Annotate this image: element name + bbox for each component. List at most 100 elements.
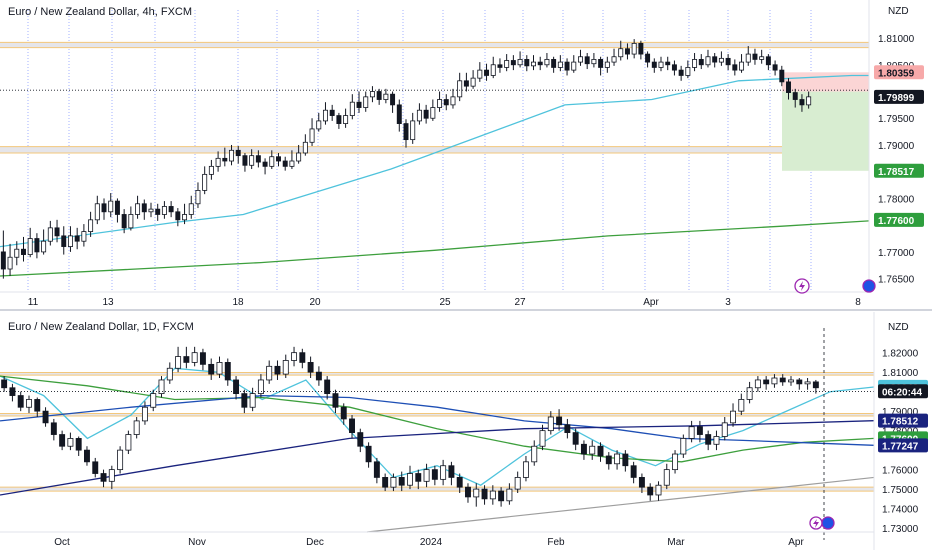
candle bbox=[101, 198, 107, 220]
candle bbox=[605, 452, 612, 470]
candle bbox=[141, 199, 147, 220]
candle bbox=[745, 46, 751, 66]
candle bbox=[556, 409, 563, 431]
candle bbox=[216, 356, 223, 379]
price-label: 1.77247 bbox=[878, 438, 928, 453]
candle bbox=[141, 401, 148, 425]
candle bbox=[440, 459, 447, 486]
zone-band[interactable] bbox=[0, 487, 874, 492]
candle bbox=[415, 469, 422, 490]
candle bbox=[158, 376, 165, 398]
candle bbox=[517, 51, 523, 68]
candle bbox=[457, 72, 463, 102]
x-tick-label: 27 bbox=[514, 297, 526, 308]
candle bbox=[14, 241, 20, 266]
pane-4h-moving-averages bbox=[0, 74, 870, 277]
candle bbox=[647, 483, 654, 501]
y-tick-label: 1.79000 bbox=[878, 141, 915, 152]
candle bbox=[663, 463, 670, 490]
candle bbox=[665, 56, 671, 71]
candle bbox=[732, 59, 738, 76]
pane-1d-x-axis[interactable]: Oct Nov Dec 2024 Feb Mar Apr bbox=[54, 537, 804, 548]
take-profit-zone[interactable] bbox=[782, 91, 869, 171]
candle bbox=[591, 53, 597, 68]
candle bbox=[721, 416, 728, 441]
candle bbox=[678, 65, 684, 81]
moving-average-line bbox=[0, 367, 875, 486]
candle bbox=[779, 374, 786, 386]
candle bbox=[497, 58, 503, 73]
candle bbox=[407, 465, 413, 490]
candle bbox=[705, 49, 711, 68]
y-tick-label: 1.78000 bbox=[878, 194, 915, 205]
globe-icon[interactable] bbox=[862, 279, 876, 293]
candle bbox=[26, 395, 32, 414]
candle bbox=[222, 147, 228, 167]
y-tick-label: 1.82000 bbox=[882, 349, 919, 360]
y-tick-label: 1.73000 bbox=[882, 524, 919, 535]
pane-1d-trendline[interactable] bbox=[367, 476, 875, 533]
candle bbox=[431, 465, 438, 486]
candle bbox=[307, 356, 314, 379]
candle bbox=[730, 403, 736, 427]
pane-4h-price-labels: 1.80359 1.79899 1.78517 1.77600 bbox=[874, 65, 924, 227]
candle bbox=[59, 430, 66, 451]
candle bbox=[117, 446, 124, 474]
candle bbox=[390, 473, 397, 492]
candle bbox=[423, 104, 429, 124]
pane-4h-position-tool[interactable] bbox=[782, 72, 869, 171]
candle bbox=[282, 156, 288, 171]
candle bbox=[135, 195, 141, 219]
pane-4h-x-axis[interactable]: 11 13 18 20 25 27 Apr 3 8 bbox=[28, 297, 861, 308]
x-tick-label: Oct bbox=[54, 537, 70, 548]
candle bbox=[332, 389, 339, 414]
globe-icon[interactable] bbox=[821, 516, 835, 530]
candle bbox=[622, 450, 629, 472]
candle bbox=[81, 224, 87, 247]
candle bbox=[229, 144, 235, 166]
candle bbox=[269, 150, 275, 170]
zone-band[interactable] bbox=[0, 372, 874, 376]
candle bbox=[531, 440, 538, 466]
candle bbox=[465, 483, 471, 503]
candle bbox=[651, 58, 657, 73]
candle bbox=[696, 420, 703, 443]
price-label: 1.78512 bbox=[878, 413, 928, 428]
candle bbox=[34, 397, 41, 417]
candle bbox=[242, 152, 248, 172]
zone-band[interactable] bbox=[0, 413, 874, 417]
candle bbox=[61, 226, 67, 255]
trendline[interactable] bbox=[367, 476, 875, 533]
candle bbox=[557, 55, 563, 72]
pane-4h[interactable]: Euro / New Zealand Dollar, 4h, FXCM NZD … bbox=[0, 0, 932, 308]
candle bbox=[655, 481, 662, 501]
candle bbox=[712, 53, 718, 68]
candle bbox=[296, 144, 302, 164]
candle bbox=[266, 360, 273, 384]
candle bbox=[215, 151, 221, 172]
candle bbox=[589, 440, 596, 460]
lightning-icon[interactable] bbox=[794, 278, 810, 294]
candle bbox=[322, 102, 328, 125]
candle bbox=[349, 415, 355, 439]
candle bbox=[42, 407, 49, 427]
zone-band[interactable] bbox=[0, 42, 869, 48]
candle bbox=[398, 471, 405, 492]
candle bbox=[759, 49, 765, 64]
zone-band[interactable] bbox=[0, 146, 869, 153]
candle bbox=[510, 55, 516, 71]
candle bbox=[423, 463, 430, 488]
candle bbox=[614, 450, 621, 470]
candle bbox=[448, 461, 455, 486]
pane-1d[interactable]: Euro / New Zealand Dollar, 1D, FXCM NZD … bbox=[0, 312, 932, 550]
candle bbox=[443, 94, 449, 111]
candle bbox=[739, 54, 745, 73]
candle bbox=[84, 446, 90, 466]
candle bbox=[779, 65, 785, 87]
candle bbox=[199, 348, 206, 371]
candle bbox=[524, 55, 530, 72]
candle bbox=[477, 62, 483, 82]
lightning-icon[interactable] bbox=[809, 516, 823, 530]
